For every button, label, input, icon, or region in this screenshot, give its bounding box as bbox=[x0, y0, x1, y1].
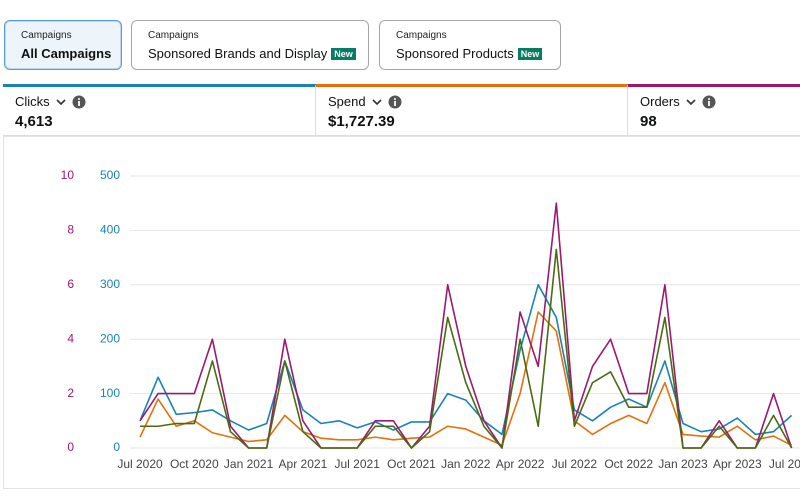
info-icon[interactable] bbox=[72, 95, 86, 109]
info-icon[interactable] bbox=[388, 95, 402, 109]
badge: New bbox=[517, 48, 543, 60]
metric-header: Clicks bbox=[15, 94, 315, 109]
metric-name: Spend bbox=[328, 94, 366, 109]
chevron-icon[interactable] bbox=[372, 98, 382, 106]
y-tick-label: 400 bbox=[100, 223, 120, 237]
info-icon[interactable] bbox=[702, 95, 716, 109]
chart: 0 100 200 300 400 500 0 2 4 6 8 10 Jul 2020 Oct 2020 J… bbox=[3, 136, 800, 489]
tab-label: Campaigns bbox=[396, 30, 447, 41]
y-tick-label: 500 bbox=[100, 168, 120, 182]
y2-tick-label: 4 bbox=[67, 331, 74, 345]
tab-title: Sponsored Products New bbox=[396, 46, 560, 61]
x-tick-label: Jul 2022 bbox=[552, 457, 598, 471]
tab[interactable]: Campaigns Sponsored Products New bbox=[379, 20, 561, 70]
y-tick-label: 200 bbox=[100, 331, 120, 345]
y-tick-label: 0 bbox=[113, 440, 120, 454]
metric-card[interactable]: Clicks 4,613 bbox=[3, 84, 316, 136]
x-tick-label: Jan 2022 bbox=[441, 457, 491, 471]
x-tick-label: Jul 2023 bbox=[769, 457, 800, 471]
metric-header: Spend bbox=[328, 94, 627, 109]
chevron-icon[interactable] bbox=[686, 98, 696, 106]
y2-tick-label: 2 bbox=[67, 386, 74, 400]
y2-tick-label: 0 bbox=[67, 440, 74, 454]
y-tick-label: 100 bbox=[100, 386, 120, 400]
x-tick-label: Apr 2023 bbox=[713, 457, 762, 471]
series-line bbox=[139, 311, 792, 447]
metric-value: $1,727.39 bbox=[328, 113, 395, 130]
metric-name: Orders bbox=[640, 94, 680, 109]
metric-card[interactable]: Spend $1,727.39 bbox=[316, 84, 628, 136]
series-line bbox=[140, 248, 793, 449]
tab[interactable]: Campaigns Sponsored Brands and Display Ne… bbox=[131, 20, 369, 70]
badge: New bbox=[331, 48, 356, 60]
metric-value: 98 bbox=[640, 113, 657, 130]
y2-tick-label: 6 bbox=[67, 277, 74, 291]
tab-title: Sponsored Brands and Display New bbox=[148, 46, 368, 61]
y-tick-label: 300 bbox=[100, 277, 120, 291]
series-line bbox=[139, 202, 793, 449]
tab-label: Campaigns bbox=[21, 30, 72, 41]
tab-title: All Campaigns bbox=[21, 46, 112, 61]
x-tick-label: Jan 2021 bbox=[224, 457, 274, 471]
tab-title-text: Sponsored Brands and Display bbox=[148, 46, 328, 61]
tab-title-text: Sponsored Products bbox=[396, 46, 514, 61]
tab-label: Campaigns bbox=[148, 30, 199, 41]
chart-frame bbox=[3, 136, 800, 489]
metric-name: Clicks bbox=[15, 94, 50, 109]
metric-value: 4,613 bbox=[15, 113, 53, 130]
x-tick-label: Oct 2020 bbox=[170, 457, 219, 471]
x-tick-label: Jan 2023 bbox=[658, 457, 708, 471]
metric-header: Orders bbox=[640, 94, 800, 109]
chevron-icon[interactable] bbox=[56, 98, 66, 106]
tab[interactable]: Campaigns All Campaigns bbox=[4, 20, 122, 70]
x-tick-label: Apr 2022 bbox=[496, 457, 545, 471]
x-tick-label: Oct 2022 bbox=[604, 457, 653, 471]
x-tick-label: Jul 2020 bbox=[117, 457, 163, 471]
series-line bbox=[139, 284, 793, 436]
y2-tick-label: 8 bbox=[67, 223, 74, 237]
metric-card[interactable]: Orders 98 bbox=[628, 84, 800, 136]
x-tick-label: Jul 2021 bbox=[335, 457, 381, 471]
y2-tick-label: 10 bbox=[61, 168, 75, 182]
x-tick-label: Oct 2021 bbox=[387, 457, 436, 471]
x-tick-label: Apr 2021 bbox=[279, 457, 328, 471]
